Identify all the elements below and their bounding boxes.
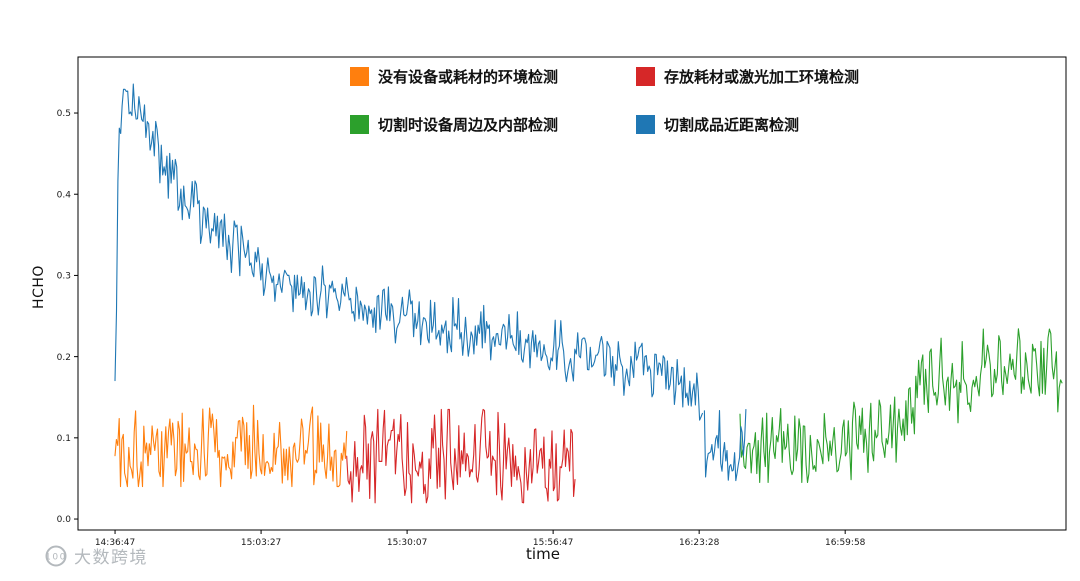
legend-item-finished-product-closeup: 切割成品近距离检测 — [636, 110, 859, 138]
series-line-3 — [114, 83, 703, 421]
y-tick-label: 0.2 — [57, 353, 71, 363]
x-tick-label: 15:03:27 — [241, 538, 281, 548]
plot-border — [77, 56, 1067, 531]
series-line-3 — [703, 408, 747, 482]
x-tick-label: 15:30:07 — [387, 538, 427, 548]
legend-label: 存放耗材或激光加工环境检测 — [664, 67, 860, 86]
legend-swatch-blue — [636, 114, 655, 134]
watermark-logo-icon: 100 — [45, 545, 67, 566]
x-tick-label: 16:59:58 — [825, 538, 866, 548]
legend-label: 切割时设备周边及内部检测 — [378, 115, 559, 134]
x-tick-label: 14:36:47 — [95, 538, 135, 548]
series-line-2 — [739, 328, 1063, 484]
legend-label: 没有设备或耗材的环境检测 — [378, 67, 559, 86]
x-tick-label: 16:23:28 — [679, 538, 720, 548]
y-axis-label: HCHO — [31, 265, 47, 309]
watermark: 100 大数跨境 — [44, 543, 148, 568]
y-tick-label: 0.4 — [57, 190, 72, 200]
series-line-1 — [346, 408, 576, 504]
y-tick-label: 0.0 — [57, 515, 72, 525]
legend-item-cutting-device-env: 切割时设备周边及内部检测 — [350, 110, 636, 138]
legend-item-storage-laser-env: 存放耗材或激光加工环境检测 — [636, 62, 859, 90]
legend-label: 切割成品近距离检测 — [664, 115, 800, 134]
series-line-0 — [114, 404, 348, 488]
legend-swatch-orange — [350, 66, 369, 86]
y-tick-label: 0.1 — [57, 434, 71, 444]
watermark-text: 大数跨境 — [74, 548, 148, 568]
legend-item-no-equipment-env: 没有设备或耗材的环境检测 — [350, 62, 636, 90]
y-tick-label: 0.5 — [57, 109, 71, 119]
x-axis-label: time — [526, 545, 560, 563]
legend-swatch-green — [350, 114, 369, 134]
x-tick-label: 15:56:47 — [533, 538, 573, 548]
svg-text:100: 100 — [45, 552, 67, 562]
legend-swatch-red — [636, 66, 655, 86]
chart-legend: 没有设备或耗材的环境检测 存放耗材或激光加工环境检测 切割时设备周边及内部检测 … — [350, 62, 859, 138]
y-tick-label: 0.3 — [57, 272, 71, 282]
